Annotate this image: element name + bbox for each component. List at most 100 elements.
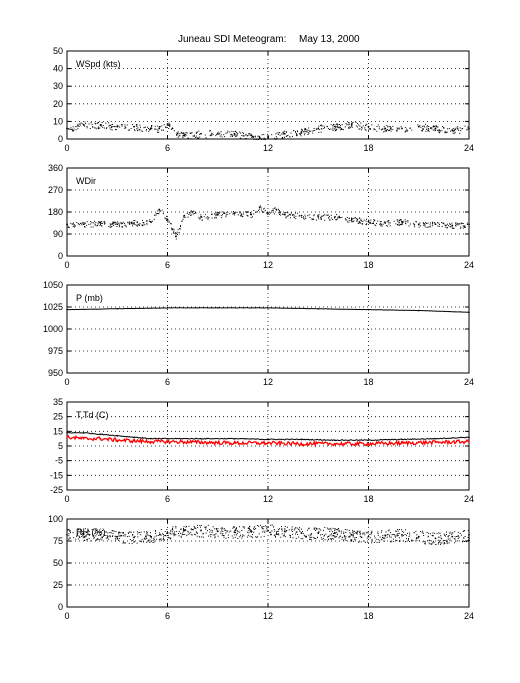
rh-point bbox=[334, 528, 336, 530]
wdir-point bbox=[287, 215, 289, 217]
wspd-point bbox=[191, 132, 193, 134]
wspd-point bbox=[434, 129, 436, 131]
wdir-point bbox=[398, 222, 400, 223]
wdir-point bbox=[211, 213, 213, 215]
rh-xtick-label: 6 bbox=[165, 611, 170, 621]
rh-point bbox=[220, 533, 222, 535]
wspd-point bbox=[398, 128, 400, 130]
rh-point bbox=[305, 536, 307, 538]
rh-point bbox=[249, 528, 251, 530]
rh-point bbox=[408, 539, 409, 541]
wspd-point bbox=[456, 126, 458, 128]
wspd-point bbox=[359, 125, 361, 127]
rh-point bbox=[210, 534, 212, 536]
wspd-point bbox=[240, 137, 242, 139]
rh-point bbox=[153, 538, 155, 540]
rh-point bbox=[365, 541, 366, 543]
wdir-point bbox=[462, 227, 464, 229]
wdir-point bbox=[447, 223, 448, 225]
rh-point bbox=[164, 535, 166, 537]
rh-point bbox=[392, 534, 394, 535]
wdir-point bbox=[456, 223, 458, 225]
wspd-point bbox=[182, 136, 184, 138]
wspd-point bbox=[308, 132, 310, 134]
wspd-point bbox=[223, 134, 225, 136]
rh-point bbox=[299, 527, 300, 529]
wdir-point bbox=[208, 216, 210, 218]
wspd-point bbox=[249, 134, 251, 136]
wspd-key-point bbox=[258, 136, 261, 139]
wspd-point bbox=[388, 130, 390, 132]
temp-dewpoint-point bbox=[401, 442, 403, 444]
wdir-point bbox=[280, 214, 282, 216]
wspd-point bbox=[320, 128, 322, 130]
temp-dewpoint-point bbox=[233, 437, 236, 440]
wdir-point bbox=[445, 224, 447, 226]
rh-point bbox=[180, 532, 182, 534]
rh-point bbox=[464, 536, 466, 537]
rh-point bbox=[292, 533, 294, 535]
wdir-key-point bbox=[250, 213, 253, 216]
rh-point bbox=[130, 531, 132, 533]
wspd-point bbox=[105, 128, 107, 130]
wdir-point bbox=[213, 213, 215, 215]
wspd-point bbox=[180, 132, 182, 134]
rh-point bbox=[369, 537, 371, 539]
pressure-point bbox=[216, 307, 219, 309]
rh-point bbox=[291, 529, 293, 531]
rh-point bbox=[437, 539, 439, 541]
rh-ytick-label: 50 bbox=[53, 558, 63, 568]
wspd-point bbox=[170, 128, 172, 130]
wdir-key-point bbox=[158, 208, 161, 211]
wdir-point bbox=[317, 215, 319, 217]
wspd-point bbox=[168, 123, 170, 125]
rh-point bbox=[304, 535, 306, 537]
wspd-point bbox=[137, 129, 139, 131]
rh-point bbox=[121, 532, 123, 534]
wdir-point bbox=[263, 207, 265, 209]
rh-point bbox=[309, 536, 311, 538]
wspd-point bbox=[143, 126, 145, 128]
wdir-point bbox=[446, 226, 448, 228]
rh-key-point bbox=[149, 535, 152, 538]
wspd-point bbox=[209, 135, 211, 137]
rh-point bbox=[377, 531, 379, 533]
wspd-point bbox=[195, 135, 197, 137]
rh-point bbox=[341, 536, 343, 538]
wspd-point bbox=[261, 138, 262, 140]
wspd-point bbox=[321, 124, 323, 126]
wdir-point bbox=[405, 220, 407, 222]
wspd-ytick-label: 30 bbox=[53, 81, 63, 91]
rh-point bbox=[251, 537, 253, 539]
wdir-point bbox=[316, 219, 317, 221]
wspd-point bbox=[196, 137, 198, 139]
wdir-point bbox=[441, 222, 443, 223]
rh-point bbox=[110, 532, 112, 534]
rh-point bbox=[345, 531, 347, 533]
wdir-point bbox=[178, 232, 180, 233]
wdir-point bbox=[370, 222, 372, 224]
wspd-point bbox=[253, 135, 255, 137]
wspd-point bbox=[173, 130, 175, 132]
rh-point bbox=[352, 531, 354, 533]
wdir-point bbox=[217, 211, 219, 213]
rh-point bbox=[443, 543, 445, 545]
wspd-key-point bbox=[267, 136, 269, 139]
wdir-point bbox=[262, 212, 264, 213]
wspd-point bbox=[461, 128, 463, 130]
rh-point bbox=[344, 529, 346, 531]
wspd-point bbox=[385, 129, 387, 131]
rh-point bbox=[188, 531, 190, 533]
rh-point bbox=[266, 526, 268, 528]
wdir-point bbox=[355, 217, 356, 219]
wspd-point bbox=[348, 122, 350, 124]
wdir-point bbox=[246, 211, 248, 213]
wspd-point bbox=[169, 125, 171, 127]
rh-point bbox=[374, 535, 375, 537]
wdir-point bbox=[357, 222, 359, 224]
rh-point bbox=[145, 536, 147, 538]
rh-point bbox=[210, 529, 212, 531]
wspd-point bbox=[271, 134, 273, 136]
temp-dewpoint-point bbox=[367, 439, 370, 441]
wdir-point bbox=[131, 221, 133, 223]
